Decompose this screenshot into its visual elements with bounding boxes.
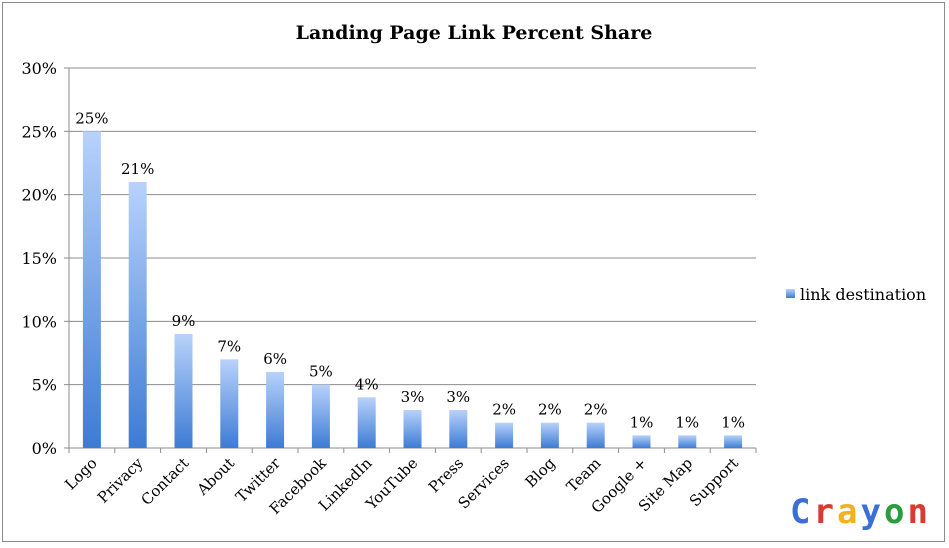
bar xyxy=(311,384,330,448)
data-labels: 25% 21% 9% 7% 6% 5% 4% 3% 3% 2% 2% 2% 1% 1% 1% xyxy=(75,109,745,431)
y-tick-label: 0% xyxy=(32,439,57,458)
y-tick-label: 30% xyxy=(21,59,57,78)
category-label: Blog xyxy=(522,454,559,491)
bar xyxy=(724,435,743,448)
bar xyxy=(220,359,239,448)
data-label: 1% xyxy=(675,413,699,431)
data-label: 25% xyxy=(75,109,108,127)
logo-letter: r xyxy=(814,492,834,532)
legend-swatch xyxy=(786,289,795,298)
chart-frame: Landing Page Link Percent Share 0% 5% 10% 1… xyxy=(2,2,945,542)
category-label: Team xyxy=(563,454,605,496)
bar xyxy=(449,410,468,448)
y-tick-label: 10% xyxy=(21,312,57,331)
y-tick-label: 5% xyxy=(32,376,57,395)
data-label: 3% xyxy=(401,388,425,406)
logo-letter: y xyxy=(861,492,881,532)
data-label: 7% xyxy=(217,337,241,355)
bar xyxy=(82,131,101,449)
logo-letter: a xyxy=(837,492,857,532)
data-label: 4% xyxy=(355,375,379,393)
category-label: Contact xyxy=(137,454,192,509)
bar xyxy=(128,182,147,448)
category-label: Press xyxy=(425,454,467,496)
bar xyxy=(266,372,285,448)
bar xyxy=(586,422,605,448)
bar xyxy=(495,422,514,448)
data-label: 9% xyxy=(172,312,196,330)
logo-letter: o xyxy=(884,492,904,532)
bar xyxy=(357,397,376,448)
category-label: Support xyxy=(686,454,742,510)
bar xyxy=(174,334,193,448)
data-label: 5% xyxy=(309,363,333,381)
data-label: 3% xyxy=(446,388,470,406)
bars xyxy=(82,131,743,449)
data-label: 2% xyxy=(538,401,562,419)
category-label: Logo xyxy=(61,454,100,493)
y-axis-ticks: 0% 5% 10% 15% 20% 25% 30% xyxy=(21,59,57,458)
bar xyxy=(632,435,651,448)
data-label: 2% xyxy=(584,401,608,419)
chart-title: Landing Page Link Percent Share xyxy=(296,22,653,44)
category-label: Services xyxy=(455,454,513,512)
legend: link destination xyxy=(786,285,926,304)
data-label: 2% xyxy=(492,401,516,419)
logo-letter: n xyxy=(908,492,928,532)
data-label: 1% xyxy=(721,413,745,431)
y-tick-label: 25% xyxy=(21,122,57,141)
y-tick-label: 20% xyxy=(21,186,57,205)
bar xyxy=(678,435,697,448)
data-label: 6% xyxy=(263,350,287,368)
logo-letter: C xyxy=(790,492,810,532)
bar xyxy=(403,410,422,448)
bar-chart: Landing Page Link Percent Share 0% 5% 10% 1… xyxy=(21,22,928,532)
data-label: 1% xyxy=(630,413,654,431)
data-label: 21% xyxy=(121,160,154,178)
bar xyxy=(540,422,559,448)
y-tick-label: 15% xyxy=(21,249,57,268)
legend-label: link destination xyxy=(800,285,926,304)
